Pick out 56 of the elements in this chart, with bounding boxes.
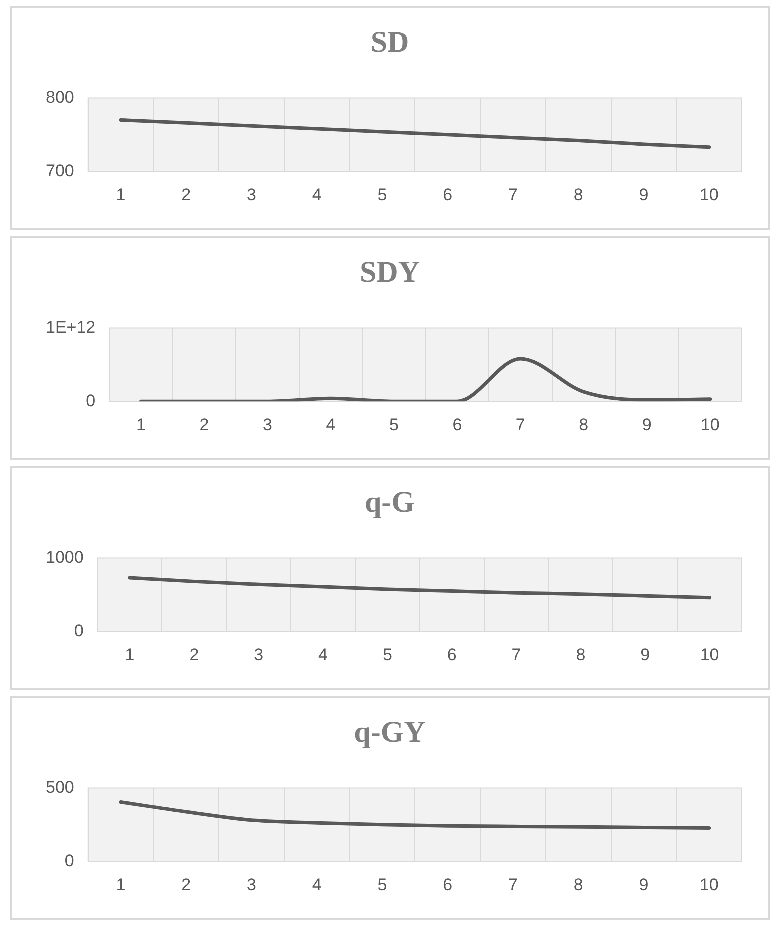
x-tick-label: 6 bbox=[443, 875, 453, 894]
line-series bbox=[119, 800, 712, 830]
x-tick-label: 1 bbox=[116, 185, 126, 204]
x-tick-label: 9 bbox=[639, 185, 649, 204]
x-tick-label: 2 bbox=[182, 185, 192, 204]
x-tick-label: 2 bbox=[182, 875, 192, 894]
x-tick-label: 8 bbox=[574, 185, 584, 204]
x-tick-label: 6 bbox=[452, 415, 462, 434]
y-tick-label: 0 bbox=[86, 391, 96, 410]
chart-title: SD bbox=[370, 26, 410, 60]
y-tick-label: 0 bbox=[64, 851, 74, 870]
x-tick-label: 3 bbox=[247, 185, 257, 204]
y-tick-label: 1E+12 bbox=[46, 318, 96, 337]
x-tick-label: 5 bbox=[382, 645, 392, 664]
x-tick-label: 1 bbox=[125, 645, 135, 664]
x-tick-label: 1 bbox=[136, 415, 146, 434]
x-tick-label: 8 bbox=[579, 415, 589, 434]
x-tick-label: 7 bbox=[508, 185, 518, 204]
y-tick-label: 700 bbox=[46, 161, 74, 180]
x-tick-label: 6 bbox=[447, 645, 457, 664]
x-tick-label: 10 bbox=[700, 415, 720, 434]
x-tick-label: 4 bbox=[312, 185, 322, 204]
chart-title: q-G bbox=[364, 486, 416, 520]
chart-title: SDY bbox=[358, 256, 421, 290]
x-tick-label: 7 bbox=[516, 415, 526, 434]
x-tick-label: 2 bbox=[190, 645, 200, 664]
chart-title: q-GY bbox=[353, 716, 427, 750]
x-tick-label: 8 bbox=[576, 645, 586, 664]
x-tick-label: 7 bbox=[512, 645, 522, 664]
x-tick-label: 10 bbox=[700, 185, 719, 204]
x-tick-label: 7 bbox=[508, 875, 518, 894]
x-tick-label: 9 bbox=[640, 645, 650, 664]
x-tick-label: 3 bbox=[247, 875, 257, 894]
x-tick-label: 4 bbox=[318, 645, 328, 664]
x-tick-label: 10 bbox=[700, 875, 719, 894]
x-tick-label: 5 bbox=[378, 185, 388, 204]
x-tick-label: 9 bbox=[639, 875, 649, 894]
x-tick-label: 6 bbox=[443, 185, 453, 204]
y-tick-label: 0 bbox=[74, 621, 84, 640]
x-tick-label: 10 bbox=[700, 645, 720, 664]
x-tick-label: 5 bbox=[378, 875, 388, 894]
x-tick-label: 3 bbox=[254, 645, 264, 664]
x-tick-label: 4 bbox=[312, 875, 322, 894]
y-tick-label: 800 bbox=[46, 88, 74, 107]
line-series bbox=[140, 357, 712, 402]
x-tick-label: 3 bbox=[262, 415, 272, 434]
x-tick-label: 2 bbox=[200, 415, 210, 434]
y-tick-label: 1000 bbox=[46, 548, 84, 567]
line-series bbox=[119, 118, 712, 150]
x-tick-label: 8 bbox=[574, 875, 584, 894]
x-tick-label: 5 bbox=[389, 415, 399, 434]
x-tick-label: 1 bbox=[116, 875, 126, 894]
x-tick-label: 4 bbox=[326, 415, 336, 434]
line-series bbox=[128, 576, 712, 600]
y-tick-label: 500 bbox=[46, 778, 74, 797]
x-tick-label: 9 bbox=[642, 415, 652, 434]
